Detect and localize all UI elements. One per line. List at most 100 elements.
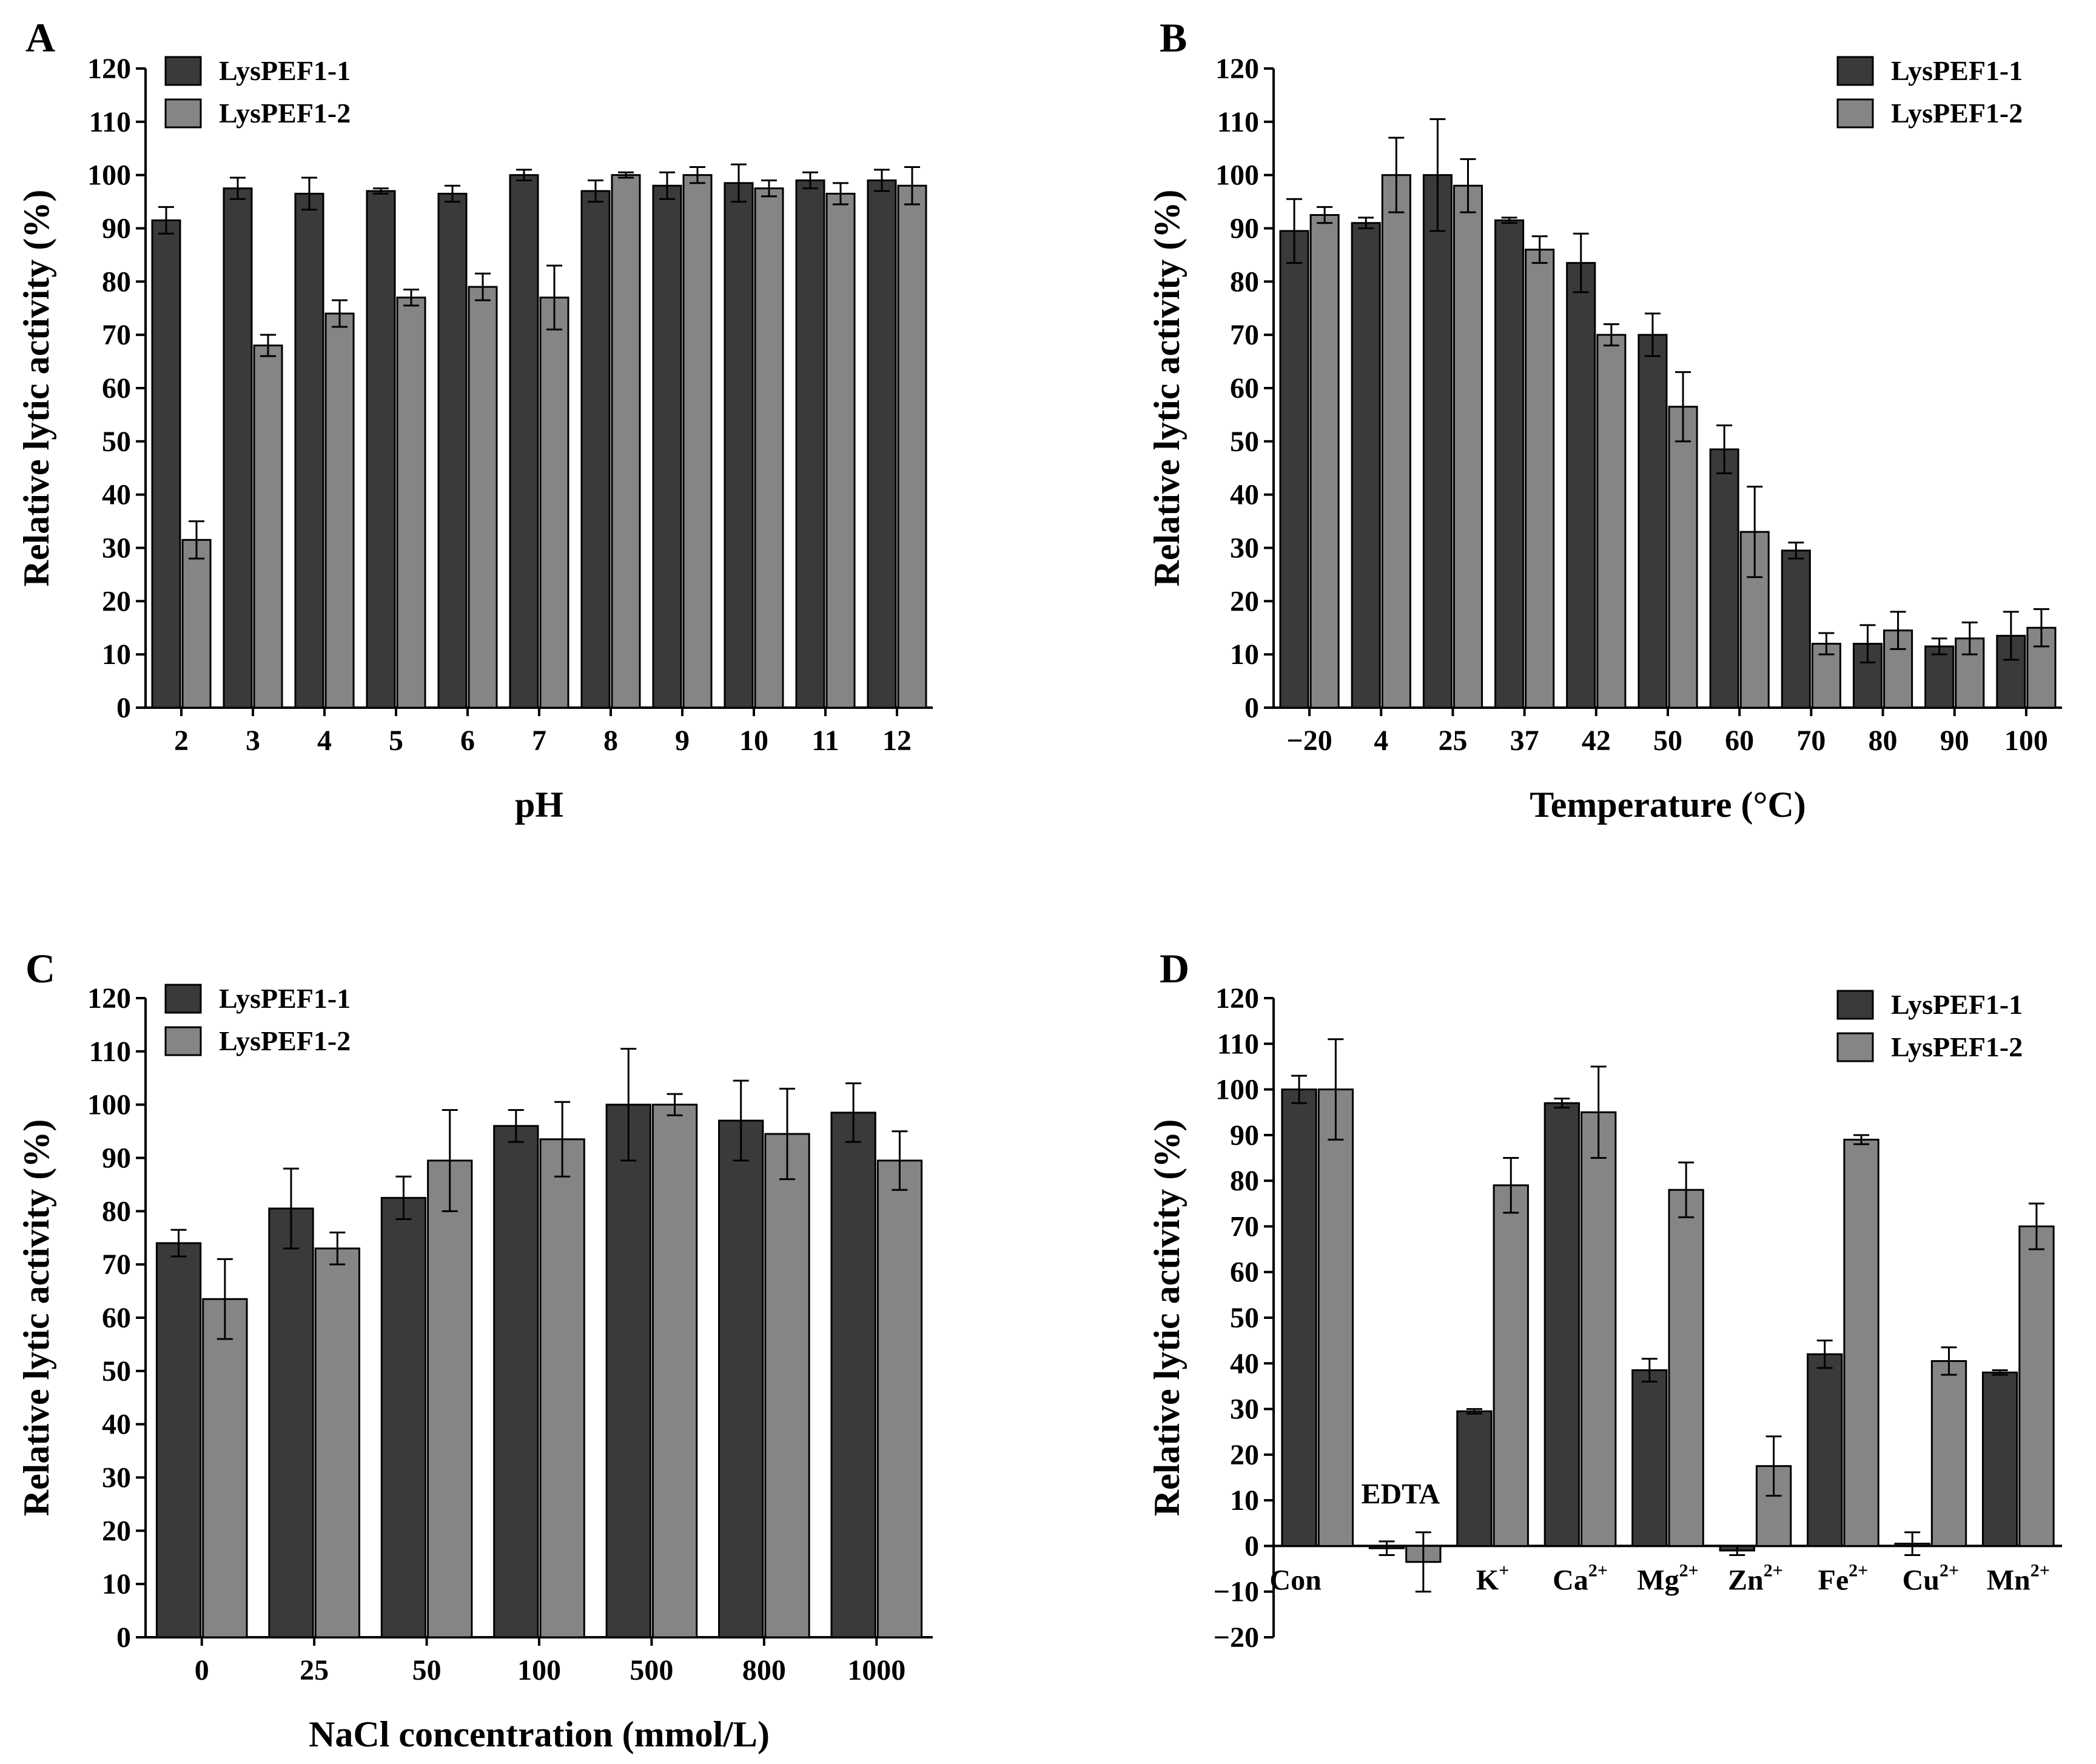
y-tick-label: 110 bbox=[89, 106, 131, 138]
y-tick-label: 30 bbox=[102, 1462, 131, 1494]
x-tick-label: 70 bbox=[1796, 725, 1826, 757]
bar-lyspef1-2 bbox=[651, 1104, 698, 1638]
bar-lyspef1-1 bbox=[1807, 1353, 1843, 1547]
x-tick-label: 5 bbox=[389, 725, 403, 757]
legend-swatch bbox=[164, 1026, 202, 1056]
y-tick-label: 120 bbox=[1215, 53, 1259, 85]
bar-lyspef1-2 bbox=[682, 174, 713, 709]
x-tick-label: 25 bbox=[1438, 725, 1467, 757]
x-tick-label: 0 bbox=[195, 1654, 209, 1686]
bar-lyspef1-2 bbox=[314, 1247, 360, 1638]
panel-letter: C bbox=[25, 945, 55, 991]
x-tick-label: 3 bbox=[246, 725, 260, 757]
bar-lyspef1-1 bbox=[1981, 1371, 2018, 1547]
legend-swatch bbox=[164, 984, 202, 1014]
bar-lyspef1-1 bbox=[1566, 262, 1596, 709]
y-tick-label: 30 bbox=[1230, 1393, 1259, 1426]
y-tick-label: 40 bbox=[102, 479, 131, 511]
x-tick-label: 37 bbox=[1510, 725, 1539, 757]
x-tick-label: 25 bbox=[300, 1654, 329, 1686]
x-tick-label: 42 bbox=[1582, 725, 1611, 757]
x-tick-label: Con bbox=[1269, 1564, 1321, 1596]
y-tick-label: 60 bbox=[1230, 372, 1259, 404]
x-tick-label: Fe2+ bbox=[1818, 1560, 1869, 1596]
x-tick-label: 4 bbox=[317, 725, 332, 757]
y-tick-label: 10 bbox=[102, 1568, 131, 1600]
x-tick-label: 100 bbox=[517, 1654, 561, 1686]
legend-label: LysPEF1-2 bbox=[1891, 98, 2023, 129]
x-tick-label: 90 bbox=[1940, 725, 1969, 757]
bar-lyspef1-1 bbox=[1781, 549, 1811, 709]
bar-lyspef1-2 bbox=[539, 297, 569, 709]
panel-letter: B bbox=[1160, 15, 1187, 61]
chart-panel-c: C 0 10 20 30 40 50 60 70 80 90 100 110 120 Relative ly… bbox=[16, 945, 933, 1754]
bar-lyspef1-2 bbox=[611, 174, 641, 709]
bar-lyspef1-1 bbox=[1279, 230, 1309, 709]
x-axis-title: pH bbox=[515, 785, 563, 825]
y-tick-label: 120 bbox=[1215, 982, 1259, 1014]
x-tick-label: 11 bbox=[811, 725, 839, 757]
y-tick-label: 50 bbox=[1230, 1302, 1259, 1334]
legend-label: LysPEF1-2 bbox=[1891, 1031, 2023, 1062]
bar-lyspef1-2 bbox=[1381, 174, 1411, 709]
bar-lyspef1-1 bbox=[493, 1125, 539, 1638]
y-axis-title: Relative lytic activity (%) bbox=[16, 190, 56, 587]
bar-lyspef1-1 bbox=[1494, 219, 1525, 709]
bar-lyspef1-2 bbox=[2018, 1225, 2055, 1547]
y-tick-label: 10 bbox=[1230, 1484, 1259, 1517]
y-tick-label: 20 bbox=[102, 585, 131, 617]
y-tick-label: 40 bbox=[1230, 479, 1259, 511]
bar-lyspef1-1 bbox=[718, 1119, 764, 1638]
y-tick-label: 40 bbox=[1230, 1347, 1259, 1380]
chart-panel-d: D −20 −10 0 10 20 30 40 50 60 70 80 90 100 110 120 Relat… bbox=[1147, 945, 2062, 1654]
y-tick-label: 20 bbox=[1230, 585, 1259, 617]
panel-letter: D bbox=[1160, 945, 1189, 991]
x-tick-label: 60 bbox=[1725, 725, 1754, 757]
y-tick-label: 100 bbox=[1215, 1074, 1259, 1106]
x-tick-label: 10 bbox=[739, 725, 768, 757]
y-tick-label: 30 bbox=[1230, 532, 1259, 565]
legend-label: LysPEF1-1 bbox=[219, 983, 351, 1014]
legend-swatch bbox=[1836, 1032, 1874, 1062]
chart-panel-b: B 0 10 20 30 40 50 60 70 80 90 100 110 120 Relative ly… bbox=[1147, 15, 2062, 825]
x-tick-label: 80 bbox=[1869, 725, 1898, 757]
x-tick-label: 12 bbox=[882, 725, 912, 757]
bar-lyspef1-1 bbox=[155, 1242, 202, 1638]
x-tick-label: 8 bbox=[603, 725, 618, 757]
legend-label: LysPEF1-1 bbox=[1891, 55, 2023, 86]
y-tick-label: 40 bbox=[102, 1409, 131, 1441]
legend-swatch bbox=[1836, 98, 1874, 129]
bar-lyspef1-1 bbox=[724, 182, 754, 709]
bar-lyspef1-1 bbox=[580, 190, 611, 709]
bar-lyspef1-1 bbox=[795, 179, 825, 709]
bar-lyspef1-2 bbox=[253, 344, 283, 709]
x-tick-label: 1000 bbox=[847, 1654, 905, 1686]
bar-lyspef1-1 bbox=[605, 1104, 651, 1638]
bar-lyspef1-2 bbox=[1668, 1189, 1704, 1547]
x-tick-label: 4 bbox=[1374, 725, 1388, 757]
y-tick-label: 0 bbox=[116, 692, 131, 724]
bar-lyspef1-2 bbox=[427, 1159, 473, 1638]
x-tick-label: Mn2+ bbox=[1987, 1560, 2050, 1596]
x-tick-label: 7 bbox=[532, 725, 546, 757]
bar-lyspef1-1 bbox=[294, 192, 324, 709]
y-tick-label: 100 bbox=[1215, 159, 1259, 192]
bar-lyspef1-2 bbox=[396, 297, 426, 709]
bar-lyspef1-1 bbox=[1709, 448, 1739, 709]
bar-lyspef1-2 bbox=[1493, 1184, 1529, 1547]
bar-lyspef1-2 bbox=[897, 184, 927, 709]
bar-lyspef1-2 bbox=[324, 312, 355, 709]
y-tick-label: 20 bbox=[1230, 1439, 1259, 1471]
bar-lyspef1-1 bbox=[1638, 334, 1668, 709]
bar-lyspef1-1 bbox=[1543, 1102, 1580, 1547]
legend-label: LysPEF1-1 bbox=[1891, 989, 2023, 1020]
bar-lyspef1-1 bbox=[1631, 1369, 1668, 1547]
y-tick-label: 0 bbox=[1244, 1530, 1259, 1562]
x-tick-label: EDTA bbox=[1362, 1478, 1440, 1510]
legend-swatch bbox=[164, 56, 202, 86]
bar-lyspef1-1 bbox=[268, 1207, 314, 1638]
bar-lyspef1-2 bbox=[825, 192, 856, 709]
x-axis-title: Temperature (°C) bbox=[1530, 785, 1806, 825]
bar-lyspef1-1 bbox=[1351, 222, 1381, 709]
